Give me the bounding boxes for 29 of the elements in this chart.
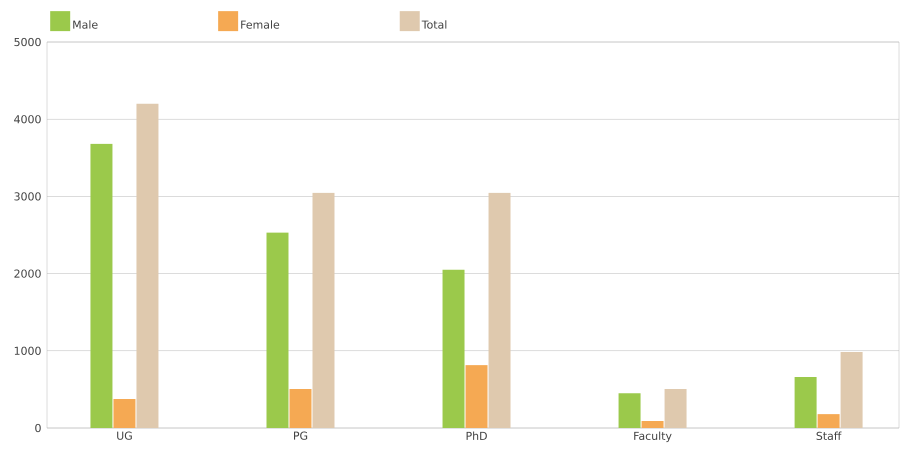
bar xyxy=(488,192,511,428)
y-tick-label: 3000 xyxy=(14,192,41,201)
y-tick-label: 2000 xyxy=(14,269,41,278)
bar xyxy=(642,421,664,428)
x-tick-label: PhD xyxy=(466,432,487,440)
x-tick-label: UG xyxy=(117,432,132,440)
bar xyxy=(840,352,863,428)
bar xyxy=(818,414,840,428)
x-tick-label: PG xyxy=(294,432,308,440)
y-tick-label: 4000 xyxy=(14,115,41,124)
legend-label: Total xyxy=(422,20,446,29)
x-tick-label: Staff xyxy=(816,432,842,440)
bar xyxy=(136,104,158,428)
bar xyxy=(289,389,312,428)
bar xyxy=(618,393,641,428)
legend-label: Male xyxy=(73,20,98,29)
bar xyxy=(312,192,334,428)
y-tick-label: 1000 xyxy=(14,346,41,355)
bar xyxy=(266,232,288,428)
bar xyxy=(113,399,136,428)
bar xyxy=(466,365,488,428)
y-tick-label: 0 xyxy=(35,424,41,432)
bar xyxy=(664,389,687,428)
y-tick-label: 5000 xyxy=(14,38,41,46)
x-tick-label: Faculty xyxy=(634,432,672,442)
bar xyxy=(442,270,465,428)
legend-label: Female xyxy=(241,20,280,29)
bar xyxy=(794,377,817,428)
bar xyxy=(90,144,112,428)
